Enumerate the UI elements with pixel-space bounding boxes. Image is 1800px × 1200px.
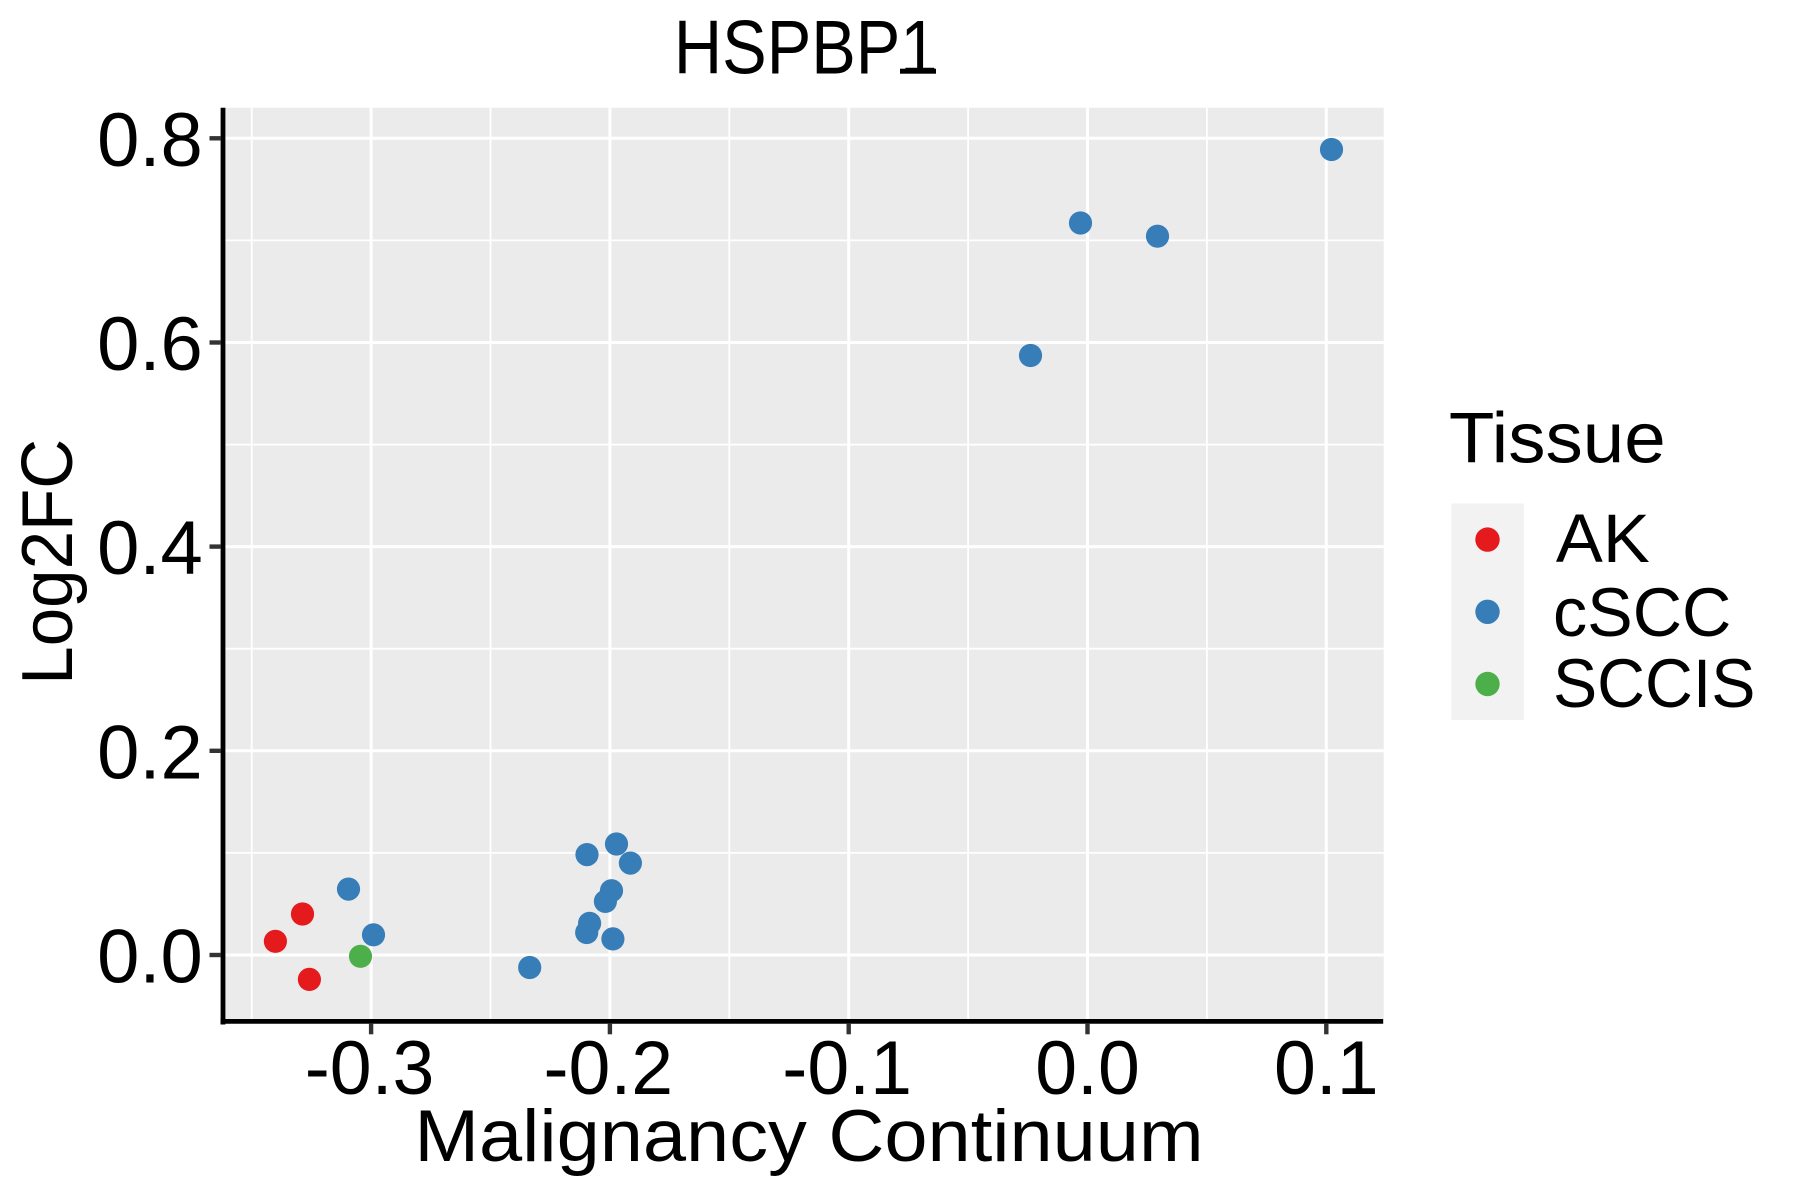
- svg-text:-0.1: -0.1: [782, 1027, 912, 1111]
- svg-text:0.0: 0.0: [1035, 1027, 1140, 1111]
- svg-text:Tissue: Tissue: [1449, 399, 1666, 478]
- svg-text:0.6: 0.6: [97, 302, 203, 387]
- svg-text:AK: AK: [1556, 500, 1650, 577]
- svg-text:Malignancy Continuum: Malignancy Continuum: [414, 1095, 1203, 1176]
- svg-text:0.1: 0.1: [1274, 1027, 1379, 1111]
- svg-text:-0.2: -0.2: [543, 1027, 673, 1111]
- svg-text:0.4: 0.4: [97, 506, 203, 591]
- svg-text:-0.3: -0.3: [305, 1027, 435, 1111]
- svg-text:0.0: 0.0: [97, 915, 203, 1000]
- svg-text:0.2: 0.2: [97, 710, 203, 795]
- svg-text:cSCC: cSCC: [1553, 574, 1731, 651]
- svg-text:SCCIS: SCCIS: [1553, 646, 1755, 723]
- svg-text:0.8: 0.8: [97, 98, 203, 183]
- svg-text:Log2FC: Log2FC: [7, 439, 88, 685]
- svg-text:HSPBP1: HSPBP1: [674, 6, 938, 91]
